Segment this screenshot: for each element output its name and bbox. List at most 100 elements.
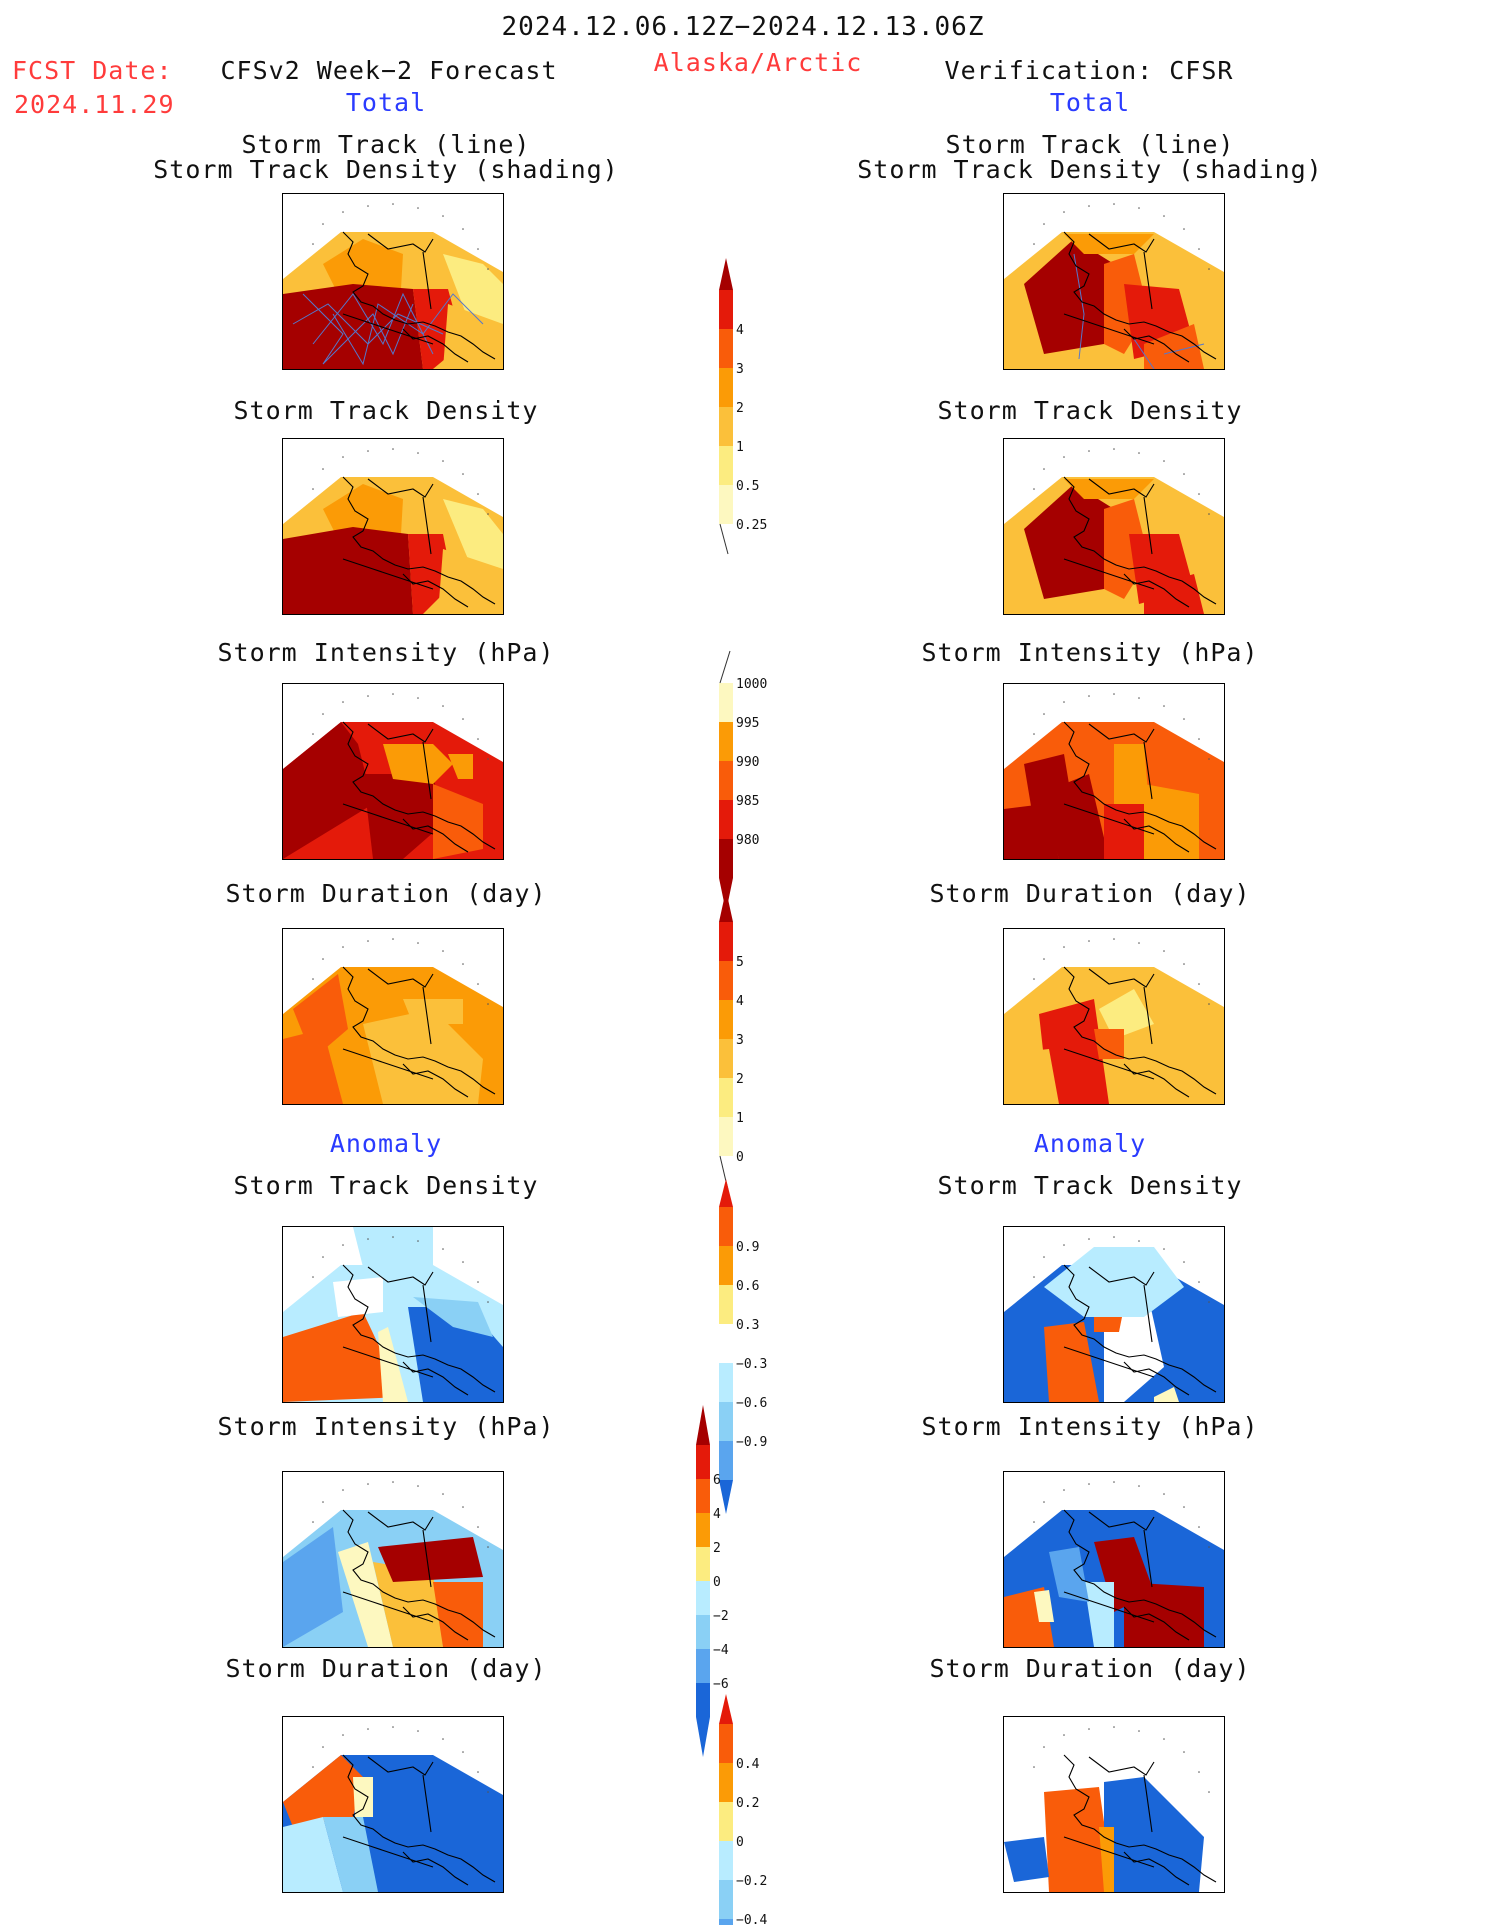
forecast-title: CFSv2 Week−2 Forecast [220,56,558,85]
map-fcst-intensity [282,683,504,860]
graticule-dot-8 [487,758,489,760]
colorbar-tick-label-5: 0 [736,1150,744,1165]
map-shade-cell-4 [448,754,473,779]
map-fcst-duration-svg [283,938,503,1104]
graticule-dot-6 [322,223,324,225]
map-verif-duration-svg [1004,938,1224,1104]
colorbar-segment-4 [719,1078,733,1117]
colorbar-segment-1 [719,1763,733,1802]
colorbar-tick-label-1: 0.2 [736,1796,759,1811]
region-label: Alaska/Arctic [653,48,863,77]
graticule-dot-9 [312,1276,314,1278]
map-shade-cell-1 [283,284,423,369]
graticule-dot-5 [1183,473,1185,475]
graticule-dot-3 [1138,942,1140,944]
map-shade-cell-0 [283,722,373,859]
colorbar-tick-label-1: 3 [736,362,744,377]
graticule-dot-5 [1183,1751,1185,1753]
graticule-dot-0 [1063,211,1065,213]
graticule-dot-5 [462,1506,464,1508]
graticule-dot-2 [1113,1726,1115,1728]
storm-track-lines [1073,253,1205,369]
map-verif-intensity [1003,683,1225,860]
graticule-dot-7 [1198,738,1200,740]
map-fcst-intensity-svg [283,693,503,859]
map-shade-cell-0 [1024,239,1114,354]
colorbar-segment-3 [696,1547,710,1581]
graticule-dot-7 [1198,248,1200,250]
graticule-dot-4 [1163,460,1165,462]
graticule-dot-8 [487,513,489,515]
map-shade-cell-4 [283,1029,343,1104]
coastline [342,231,496,363]
map-shade-cell-3 [1144,324,1204,369]
colorbar-top-arrow [719,1694,733,1724]
graticule-dot-4 [1163,950,1165,952]
graticule-dot-0 [342,701,344,703]
graticule-dot-7 [1198,1771,1200,1773]
map-fcst-track-svg [283,203,503,369]
map-shade-cell-4 [413,1297,493,1337]
graticule-dot-9 [312,733,314,735]
colorbar-segment-0 [719,1724,733,1763]
graticule-dot-4 [442,1738,444,1740]
graticule-dot-9 [1033,733,1035,735]
map-shade-cell-4 [1049,1547,1089,1602]
map-shading [1004,232,1224,369]
colorbar-tick-label-1: 4 [713,1507,721,1522]
map-verif-anom-density-svg [1004,1236,1224,1402]
coastline [342,1754,496,1886]
graticule-dot-8 [487,1546,489,1548]
colorbar-intensity: 1000 995 990 985 980 [719,650,767,912]
graticule-dot-9 [312,488,314,490]
map-shade-cell-4 [1094,1029,1124,1059]
map-shading [283,967,503,1104]
colorbar-segment-5 [719,1919,733,1925]
graticule-dot-6 [1043,1746,1045,1748]
graticule-dot-0 [1063,701,1065,703]
graticule-dots [312,693,489,760]
map-shade-cell-1 [283,527,413,614]
graticule-dots [312,448,489,515]
graticule-dot-9 [1033,1766,1035,1768]
graticule-dot-5 [462,228,464,230]
graticule-dot-0 [1063,1244,1065,1246]
colorbar-tick-label-0: 0.9 [736,1240,759,1255]
graticule-dot-3 [1138,1485,1140,1487]
graticule-dot-2 [392,1236,394,1238]
colorbar-segment-4 [719,839,733,878]
graticule-dot-6 [322,958,324,960]
map-verif-track [1003,193,1225,370]
graticule-dot-6 [1043,468,1045,470]
colorbar-segment-7 [696,1683,710,1717]
graticule-dots [1033,1236,1210,1303]
colorbar-anom-duration: 0.4 0.2 0 −0.2 −0.4 [719,1694,767,1925]
title-anom-duration-right: Storm Duration (day) [929,1654,1251,1683]
map-shade-cell-1 [1004,1837,1049,1882]
graticule-dot-5 [462,473,464,475]
map-verif-anom-intensity-svg [1004,1481,1224,1647]
colorbar-tick-label-2: 0 [736,1835,744,1850]
map-shade-cell-3 [378,1537,483,1582]
colorbar-tick-label-2: 0.3 [736,1318,759,1333]
graticule-dot-0 [1063,946,1065,948]
graticule-dots [1033,1481,1210,1548]
graticule-dot-0 [342,1244,344,1246]
map-shade-cell-1 [1004,1049,1059,1104]
graticule-dot-7 [1198,493,1200,495]
graticule-dot-2 [392,693,394,695]
graticule-dot-9 [312,978,314,980]
map-fcst-track [282,193,504,370]
graticule-dot-8 [1208,513,1210,515]
colorbar-segment-6 [719,1441,733,1480]
colorbar-top-line [719,650,731,684]
map-verif-intensity-svg [1004,693,1224,859]
graticule-dot-3 [417,942,419,944]
colorbar-bottom-arrow [696,1717,710,1757]
map-shading [1004,1755,1224,1892]
colorbar-tick-label-4: 980 [736,833,759,848]
map-shade-cell-4 [1154,1387,1179,1402]
map-shade-cell-4 [443,304,503,369]
graticule-dot-3 [1138,1240,1140,1242]
colorbar-anom-density: 0.9 0.6 0.3 −0.3 −0.6 −0.9 [719,1179,767,1514]
